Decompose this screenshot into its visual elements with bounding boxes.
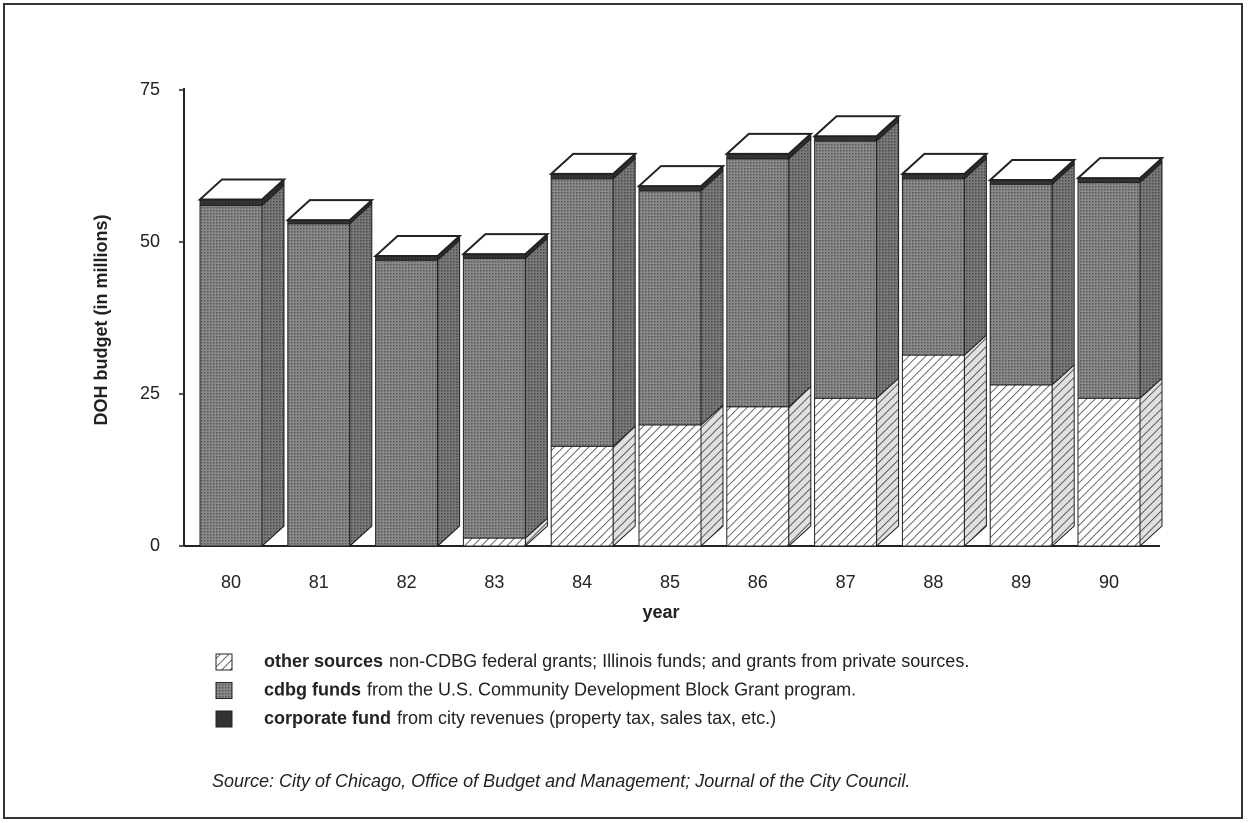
x-tick-label: 87 (836, 572, 856, 592)
bar-segment (1077, 397, 1141, 547)
bar-segment (814, 397, 878, 547)
x-tick-label: 80 (221, 572, 241, 592)
bar-side-shade (262, 185, 284, 546)
bar-segment (901, 178, 965, 356)
y-tick-label: 25 (140, 383, 160, 403)
bar-side-shade (1140, 378, 1162, 546)
x-tick-label: 89 (1011, 572, 1031, 592)
bar-segment (462, 257, 526, 539)
bar-side-shade (1052, 364, 1075, 546)
bar-side-shade (525, 238, 548, 539)
legend-description: non-CDBG federal grants; Illinois funds;… (389, 651, 969, 671)
frame (3, 3, 1243, 819)
bar-segment (726, 406, 790, 547)
bar-segment (726, 158, 790, 408)
x-axis-label: year (642, 602, 679, 622)
bar-side-shade (876, 378, 899, 546)
bar-segment (638, 424, 702, 547)
x-tick-label: 85 (660, 572, 680, 592)
bar-top (987, 158, 1077, 181)
bar-segment (199, 205, 263, 547)
bar-side-shade (964, 335, 987, 546)
legend-description: from the U.S. Community Development Bloc… (367, 679, 856, 699)
bar-side-shade (437, 240, 460, 547)
legend-description: from city revenues (property tax, sales … (397, 708, 776, 728)
legend-swatch (215, 710, 233, 728)
bar-side-shade (964, 158, 987, 356)
bar-side-shade (613, 426, 636, 546)
bar-side-shade (701, 170, 723, 426)
legend-swatch (215, 682, 233, 699)
bar-side-shade (788, 138, 811, 407)
bar-top (548, 152, 638, 175)
bar-side-shade (788, 386, 811, 546)
legend-entry: cdbg funds from the U.S. Community Develo… (264, 679, 856, 699)
bar-top (285, 199, 375, 222)
y-tick-label: 50 (140, 231, 160, 251)
bar-top (636, 165, 726, 188)
bar-side-shade (613, 158, 636, 447)
x-tick-label: 82 (397, 572, 417, 592)
bar-side-shade (701, 405, 723, 546)
bar-segment (375, 259, 439, 547)
bar-top (812, 115, 902, 138)
x-tick-label: 88 (923, 572, 943, 592)
y-tick-label: 0 (150, 535, 160, 555)
bar-top (373, 234, 463, 257)
x-tick-label: 84 (572, 572, 592, 592)
legend-entry: corporate fund from city revenues (proper… (264, 708, 776, 728)
bar-side-shade (349, 203, 372, 546)
bar-top (460, 233, 550, 256)
bar-top (1075, 157, 1165, 180)
bar-top (197, 178, 287, 201)
x-tick-label: 83 (484, 572, 504, 592)
bar-segment (287, 223, 351, 547)
bar-segment (814, 140, 878, 399)
legend-entry: other sources non-CDBG federal grants; Il… (264, 651, 969, 671)
bar-side-shade (1052, 164, 1075, 385)
bar-segment (989, 183, 1053, 386)
x-tick-label: 86 (748, 572, 768, 592)
y-tick-label: 75 (140, 79, 160, 99)
bar-side-shade (262, 179, 284, 206)
x-tick-label: 81 (309, 572, 329, 592)
bar-segment (462, 537, 526, 547)
y-axis-label: DOH budget (in millions) (91, 215, 111, 426)
bar-segment (638, 190, 702, 426)
bar-side-shade (525, 518, 548, 546)
legend-name: other sources (264, 651, 383, 671)
legend-name: cdbg funds (264, 679, 361, 699)
legend-swatch (215, 653, 233, 671)
bar-segment (550, 178, 614, 447)
bar-segment (550, 445, 614, 547)
bar-side-shade (1140, 162, 1162, 399)
legend-name: corporate fund (264, 708, 391, 728)
bar-segment (901, 354, 965, 547)
bar-segment (1077, 181, 1141, 399)
bar-top (724, 132, 814, 155)
bar-segment (989, 384, 1053, 547)
source: Source: City of Chicago, Office of Budge… (212, 771, 910, 791)
bar-top (899, 152, 989, 175)
x-tick-label: 90 (1099, 572, 1119, 592)
bar-side-shade (876, 121, 899, 399)
